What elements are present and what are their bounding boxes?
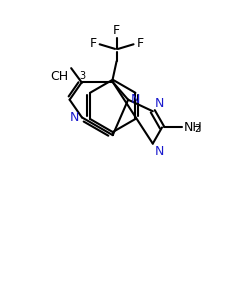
Text: CH: CH	[50, 70, 68, 83]
Text: N: N	[130, 93, 139, 106]
Text: F: F	[89, 37, 96, 50]
Text: 3: 3	[79, 71, 85, 81]
Text: N: N	[69, 111, 79, 124]
Text: N: N	[154, 145, 164, 158]
Text: F: F	[136, 37, 143, 50]
Text: F: F	[112, 24, 120, 36]
Text: 2: 2	[194, 124, 200, 134]
Text: N: N	[154, 97, 164, 110]
Text: NH: NH	[183, 121, 201, 134]
